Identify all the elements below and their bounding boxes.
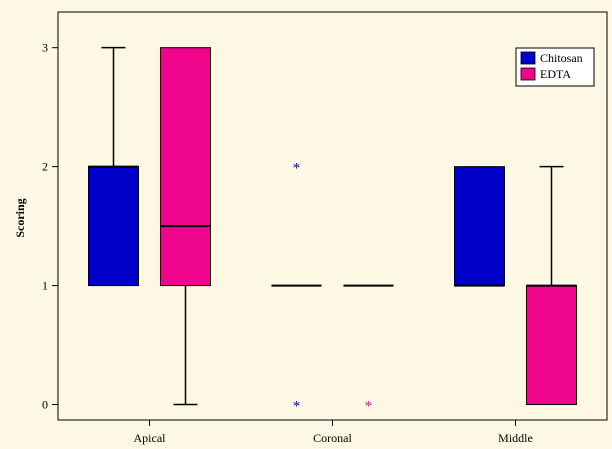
- y-tick-label: 1: [42, 279, 48, 293]
- outlier-marker: *: [293, 399, 301, 415]
- outlier-marker: *: [365, 399, 373, 415]
- legend-label-edta: EDTA: [540, 67, 571, 81]
- box-iqr: [454, 166, 505, 287]
- legend-swatch-edta: [520, 67, 536, 81]
- x-axis: Apical Coronal Middle: [134, 420, 533, 445]
- box-edta-apical: [160, 47, 211, 406]
- x-tick-label: Apical: [134, 431, 167, 445]
- x-tick-label: Middle: [498, 431, 533, 445]
- y-axis: 0 1 2 3: [42, 41, 58, 412]
- box-chitosan-apical: [88, 46, 139, 287]
- box-edta-coronal: *: [343, 284, 394, 415]
- box-iqr: [88, 166, 139, 287]
- box-iqr: [526, 285, 577, 406]
- box-iqr: [160, 47, 211, 287]
- legend-swatch-chitosan: [520, 51, 536, 65]
- y-axis-title: Scoring: [13, 198, 27, 237]
- y-tick-label: 3: [42, 41, 48, 55]
- x-tick-label: Coronal: [313, 431, 352, 445]
- y-tick-label: 0: [42, 398, 48, 412]
- box-chitosan-middle: [454, 166, 505, 287]
- y-tick-label: 2: [42, 160, 48, 174]
- box-edta-middle: [526, 165, 577, 406]
- outlier-marker: *: [293, 161, 301, 177]
- legend-label-chitosan: Chitosan: [540, 51, 583, 65]
- box-series: ***: [88, 46, 577, 415]
- legend: Chitosan EDTA: [515, 47, 595, 87]
- box-chitosan-coronal: **: [271, 161, 322, 415]
